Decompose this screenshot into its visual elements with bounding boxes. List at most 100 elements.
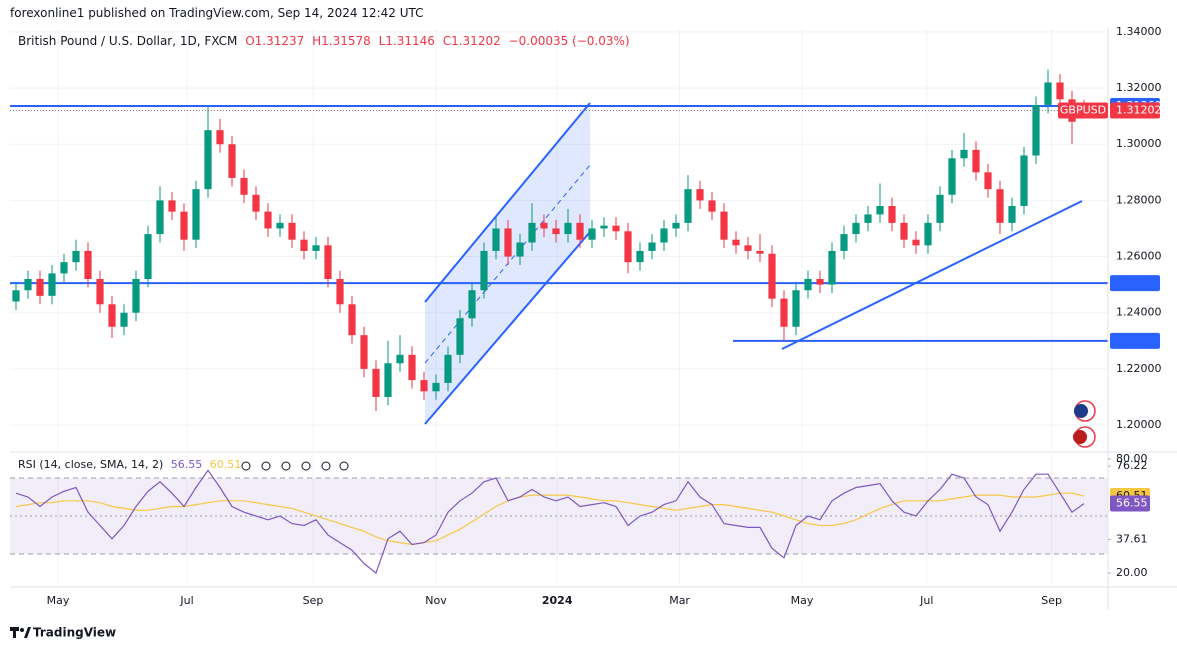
us-flag-inner bbox=[1073, 430, 1087, 444]
open: O1.31237 bbox=[245, 34, 305, 48]
rsi-tag-label: 56.55 bbox=[1116, 497, 1148, 510]
candle-body bbox=[300, 239, 308, 251]
candle-body bbox=[408, 354, 416, 381]
x-tick-label: 2024 bbox=[542, 594, 573, 607]
candle-body bbox=[900, 222, 908, 240]
icon bbox=[281, 461, 291, 471]
y-tick-label: 1.32000 bbox=[1116, 81, 1162, 94]
candle-body bbox=[1032, 104, 1040, 156]
candle-body bbox=[696, 189, 704, 201]
x-tick-label: Jul bbox=[919, 594, 933, 607]
candle-body bbox=[924, 222, 932, 246]
candle-body bbox=[240, 177, 248, 195]
channel-lower bbox=[424, 231, 591, 425]
candle-body bbox=[744, 245, 752, 251]
candle-body bbox=[396, 354, 404, 364]
rsi-icons bbox=[241, 461, 349, 471]
candle-body bbox=[432, 382, 440, 392]
candle-body bbox=[516, 242, 524, 257]
candle-body bbox=[624, 231, 632, 263]
rsi-tick-label: 76.22 bbox=[1116, 459, 1148, 472]
gb-flag-inner bbox=[1074, 404, 1088, 418]
candle-body bbox=[1020, 155, 1028, 207]
candle-body bbox=[888, 206, 896, 223]
candle-body bbox=[660, 228, 668, 243]
rsi-line bbox=[15, 469, 1085, 574]
candle-body bbox=[960, 149, 968, 159]
candle-body bbox=[708, 200, 716, 212]
candle-body bbox=[60, 262, 68, 274]
candle-body bbox=[780, 298, 788, 327]
candle-body bbox=[264, 211, 272, 229]
change: −0.00035 (−0.03%) bbox=[508, 34, 630, 48]
icon bbox=[261, 461, 271, 471]
candle-body bbox=[684, 189, 692, 223]
trend-line bbox=[781, 200, 1083, 350]
candle-body bbox=[108, 304, 116, 327]
candle-body bbox=[576, 222, 584, 240]
candle-body bbox=[852, 222, 860, 235]
candle-body bbox=[528, 222, 536, 243]
y-tick-label: 1.28000 bbox=[1116, 193, 1162, 206]
candle-body bbox=[420, 380, 428, 392]
logo-part bbox=[13, 627, 16, 638]
y-tick-label: 1.22000 bbox=[1116, 362, 1162, 375]
x-tick-label: May bbox=[791, 594, 814, 607]
icon bbox=[301, 461, 311, 471]
y-tick-label: 1.20000 bbox=[1116, 418, 1162, 431]
icon bbox=[339, 461, 349, 471]
candle-body bbox=[228, 144, 236, 178]
candle-body bbox=[120, 312, 128, 327]
low: L1.31146 bbox=[378, 34, 435, 48]
candle-body bbox=[972, 149, 980, 173]
y-tick-label: 1.24000 bbox=[1116, 306, 1162, 319]
price-tag bbox=[1110, 275, 1160, 292]
candle-body bbox=[252, 194, 260, 212]
candle-body bbox=[864, 214, 872, 223]
candle-body bbox=[24, 279, 32, 291]
candle-body bbox=[768, 253, 776, 299]
y-tick-label: 1.26000 bbox=[1116, 250, 1162, 263]
candle-body bbox=[84, 250, 92, 280]
rsi-legend: RSI (14, close, SMA, 14, 2) 56.55 60.51 bbox=[18, 458, 245, 471]
candle-body bbox=[816, 279, 824, 285]
x-tick-label: Sep bbox=[303, 594, 324, 607]
candle-body bbox=[804, 279, 812, 291]
sma-value: 60.51 bbox=[209, 458, 242, 471]
price-tag bbox=[1110, 332, 1160, 349]
rsi-tag bbox=[1110, 495, 1150, 512]
candle-body bbox=[672, 222, 680, 229]
candle-body bbox=[324, 245, 332, 280]
x-tick-label: Sep bbox=[1041, 594, 1062, 607]
candle-body bbox=[180, 211, 188, 240]
x-tick-label: Nov bbox=[425, 594, 447, 607]
candle-body bbox=[288, 222, 296, 240]
candle-body bbox=[840, 234, 848, 251]
candle-body bbox=[96, 279, 104, 305]
candle-body bbox=[636, 250, 644, 263]
candle-body bbox=[1044, 82, 1052, 105]
channel-upper bbox=[424, 102, 591, 303]
candle-body bbox=[876, 206, 884, 215]
grid bbox=[10, 28, 1108, 585]
candle-body bbox=[384, 363, 392, 397]
symbol: British Pound / U.S. Dollar, 1D, FXCM bbox=[18, 34, 238, 48]
candle-body bbox=[936, 194, 944, 223]
candle-body bbox=[444, 354, 452, 383]
candle-body bbox=[12, 290, 20, 302]
candle-body bbox=[48, 273, 56, 296]
candle-body bbox=[732, 239, 740, 246]
candle-body bbox=[552, 228, 560, 235]
candle-body bbox=[612, 225, 620, 232]
rsi-tick-label: 20.00 bbox=[1116, 566, 1148, 579]
candle-body bbox=[720, 211, 728, 240]
candle-body bbox=[540, 222, 548, 229]
candle-body bbox=[564, 222, 572, 235]
candle-body bbox=[72, 250, 80, 263]
candle-body bbox=[456, 318, 464, 355]
candle-body bbox=[492, 228, 500, 251]
candle-body bbox=[792, 290, 800, 327]
flag-icons bbox=[1073, 400, 1096, 448]
